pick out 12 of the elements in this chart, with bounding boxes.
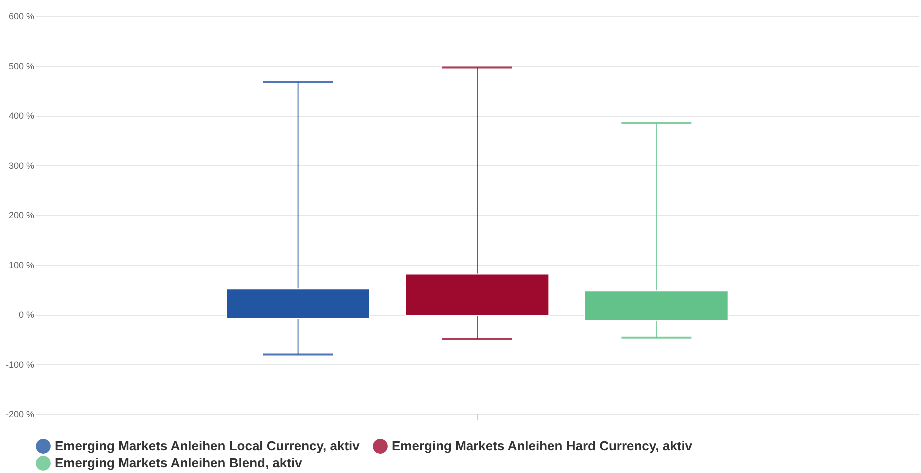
legend-label: Emerging Markets Anleihen Hard Currency, aktiv [392,438,694,454]
y-tick-label: -100 % [6,360,34,370]
y-tick-label: 100 % [8,260,34,270]
y-tick-label: 200 % [8,210,34,220]
legend-label: Emerging Markets Anleihen Blend, aktiv [55,456,304,470]
legend-label: Emerging Markets Anleihen Local Currency, aktiv [55,438,361,454]
y-tick-label: 500 % [8,61,34,72]
y-tick-label: 400 % [8,111,34,121]
y-tick-label: -200 % [6,410,34,420]
y-tick-label: 600 % [8,12,34,22]
y-tick-label: 300 % [8,160,34,171]
y-tick-label: 0 % [18,310,34,320]
